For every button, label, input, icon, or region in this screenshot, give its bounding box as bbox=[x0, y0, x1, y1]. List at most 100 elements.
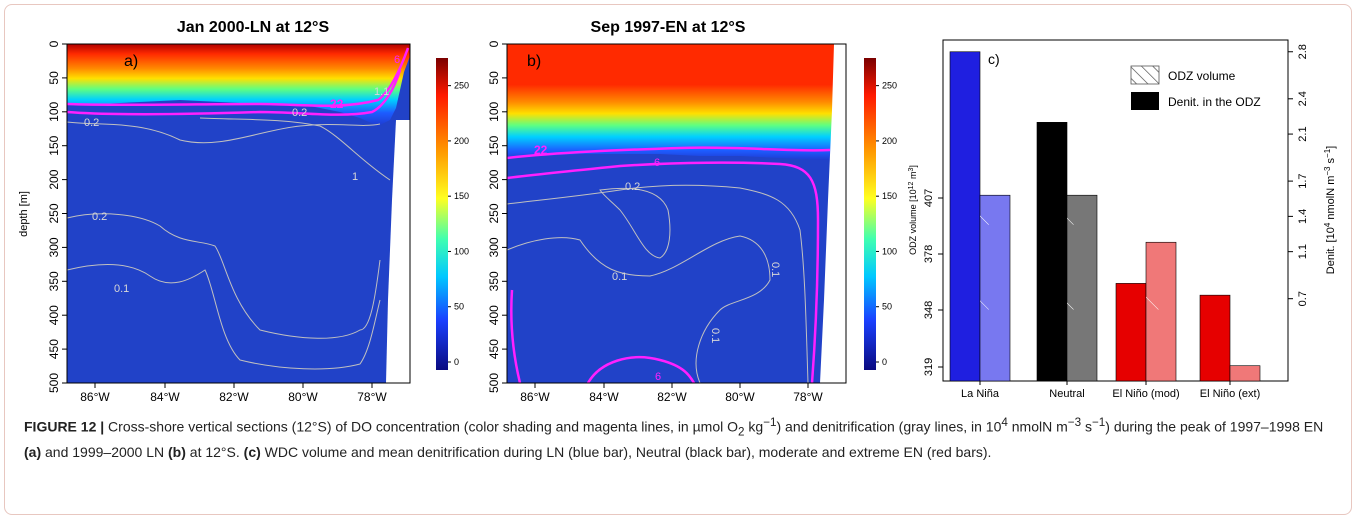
b-ytick-label: 450 bbox=[487, 339, 501, 359]
caption-sub: 2 bbox=[738, 425, 745, 439]
panel-b-y-axis: 0 50 100 150 200 250 300 350 400 450 500 bbox=[487, 40, 507, 393]
c-right-tick-label: 1.7 bbox=[1297, 173, 1309, 188]
panel-c-ylabel-left: ODZ volume [1012 m3] bbox=[908, 165, 918, 255]
caption-text: at 12°S. bbox=[185, 444, 244, 461]
caption-text: ) and denitrification (gray lines, in 10 bbox=[776, 418, 1002, 435]
panel-a-contour-label: 0.2 bbox=[92, 211, 107, 223]
caption-bold: (b) bbox=[168, 444, 186, 461]
legend-swatch-denit bbox=[1131, 92, 1159, 110]
a-xtick-label: 82°W bbox=[219, 390, 249, 404]
b-ytick-label: 100 bbox=[487, 101, 501, 121]
a-cbar-tick-label: 50 bbox=[454, 302, 464, 312]
a-ytick-label: 150 bbox=[47, 135, 61, 155]
bar-odz-volume-hatch bbox=[1067, 195, 1097, 381]
bar-denit bbox=[1199, 294, 1231, 382]
c-right-tick-label: 1.1 bbox=[1297, 244, 1309, 259]
panel-b-colorbar bbox=[864, 58, 876, 370]
c-right-tick-label: 2.4 bbox=[1297, 91, 1309, 106]
panel-b-tag: b) bbox=[527, 53, 541, 70]
caption-sup: −3 bbox=[1067, 416, 1082, 429]
b-ytick-label: 150 bbox=[487, 135, 501, 155]
panel-c-bars bbox=[949, 51, 1261, 382]
caption-sup: −1 bbox=[1091, 416, 1106, 429]
bar-odz-volume-hatch bbox=[1230, 365, 1260, 381]
a-ytick-label: 50 bbox=[47, 71, 61, 85]
panel-b-coast bbox=[820, 44, 846, 383]
panel-c-legend: ODZ volume Denit. in the ODZ bbox=[1130, 65, 1261, 110]
b-ytick-label: 250 bbox=[487, 203, 501, 223]
panel-a-contour-label-22: 22 bbox=[330, 97, 344, 111]
panel-b-contour-6-bottom bbox=[586, 356, 696, 384]
panel-a-contour-6 bbox=[66, 69, 402, 116]
c-category-label: Neutral bbox=[1049, 388, 1084, 400]
panel-b-colorbar-ticks: 250 200 150 100 50 0 bbox=[876, 81, 897, 367]
a-xtick-label: 78°W bbox=[357, 390, 387, 404]
bar-odz-volume-hatch bbox=[980, 195, 1010, 381]
a-ytick-label: 450 bbox=[47, 339, 61, 359]
b-xtick-label: 82°W bbox=[657, 390, 687, 404]
panel-a-contour-gray-4 bbox=[66, 264, 381, 370]
panel-a-contour-label: 1 bbox=[352, 171, 358, 183]
c-left-tick-label: 319 bbox=[923, 358, 935, 376]
panel-b-contour-label-22: 22 bbox=[534, 143, 548, 157]
b-cbar-tick-label: 150 bbox=[882, 191, 897, 201]
b-ytick-label: 0 bbox=[487, 40, 501, 47]
a-cbar-tick-label: 250 bbox=[454, 81, 469, 91]
caption-sup: −1 bbox=[763, 416, 777, 429]
panel-a-contour-label: 0.2 bbox=[292, 107, 307, 119]
panel-b-title: Sep 1997-EN at 12°S bbox=[591, 19, 746, 36]
c-left-tick-label: 378 bbox=[923, 245, 935, 263]
b-ytick-label: 350 bbox=[487, 271, 501, 291]
caption-text: s bbox=[1081, 418, 1092, 435]
panel-a-coast bbox=[386, 120, 410, 383]
b-cbar-tick-label: 0 bbox=[882, 357, 887, 367]
panel-a: Jan 2000-LN at 12°S 0.2 0.2 0.1 0.2 1 1.… bbox=[18, 19, 469, 404]
panel-c-right-axis: 0.7 1.1 1.4 1.7 2.1 2.4 2.8 bbox=[1288, 44, 1309, 306]
b-cbar-tick-label: 250 bbox=[882, 81, 897, 91]
a-ytick-label: 200 bbox=[47, 169, 61, 189]
panel-c-left-axis: 319 348 378 407 bbox=[923, 189, 943, 376]
caption-text: Cross-shore vertical sections (12°S) of … bbox=[104, 418, 739, 435]
panel-a-contour-label: 0.2 bbox=[84, 117, 99, 129]
a-cbar-tick-label: 100 bbox=[454, 246, 469, 256]
panel-a-contour-22 bbox=[66, 47, 410, 108]
a-cbar-tick-label: 0 bbox=[454, 357, 459, 367]
figure-panels: Jan 2000-LN at 12°S 0.2 0.2 0.1 0.2 1 1.… bbox=[18, 19, 1337, 404]
a-xtick-label: 84°W bbox=[150, 390, 180, 404]
a-ytick-label: 0 bbox=[47, 40, 61, 47]
b-xtick-label: 78°W bbox=[793, 390, 823, 404]
a-cbar-tick-label: 200 bbox=[454, 136, 469, 146]
b-ytick-label: 500 bbox=[487, 373, 501, 393]
panel-b-oxygenated-layer bbox=[507, 44, 834, 160]
panel-b-x-axis: 86°W 84°W 82°W 80°W 78°W bbox=[520, 383, 823, 404]
panel-a-x-axis: 86°W 84°W 82°W 80°W 78°W bbox=[80, 383, 387, 404]
panel-c-tag: c) bbox=[988, 51, 1000, 67]
panel-a-ylabel: depth [m] bbox=[18, 191, 30, 237]
b-cbar-tick-label: 100 bbox=[882, 246, 897, 256]
panel-a-contour-label-6: 6 bbox=[394, 54, 400, 66]
panel-a-colorbar-ticks: 250 200 150 100 50 0 bbox=[448, 81, 469, 367]
panel-b-contour-6 bbox=[506, 161, 820, 384]
caption-text: WDC volume and mean denitrification duri… bbox=[260, 444, 992, 461]
caption-text: ) during the peak of 1997–1998 EN bbox=[1105, 418, 1324, 435]
a-ytick-label: 350 bbox=[47, 271, 61, 291]
a-ytick-label: 500 bbox=[47, 373, 61, 393]
b-xtick-label: 80°W bbox=[725, 390, 755, 404]
b-xtick-label: 84°W bbox=[589, 390, 619, 404]
panel-a-tag: a) bbox=[124, 53, 138, 70]
b-ytick-label: 400 bbox=[487, 305, 501, 325]
panel-a-contour-gray-1 bbox=[66, 121, 381, 144]
panel-b-contour-gray-3 bbox=[506, 235, 771, 384]
panel-c: c) 319 348 378 407 0.7 1.1 1.4 1.7 2.1 2.4 2.8 La… bbox=[908, 39, 1337, 400]
b-xtick-label: 86°W bbox=[520, 390, 550, 404]
legend-label-denit: Denit. in the ODZ bbox=[1168, 95, 1261, 109]
b-cbar-tick-label: 50 bbox=[882, 302, 892, 312]
caption-text: nmolN m bbox=[1007, 418, 1068, 435]
panel-a-title: Jan 2000-LN at 12°S bbox=[177, 19, 330, 36]
panel-b-contour-label: 0.1 bbox=[709, 328, 721, 343]
figure-caption: FIGURE 12 | Cross-shore vertical section… bbox=[24, 412, 1339, 463]
c-left-tick-label: 348 bbox=[923, 301, 935, 319]
c-right-tick-label: 2.8 bbox=[1297, 44, 1309, 59]
panel-a-y-axis: 0 50 100 150 200 250 300 350 400 450 500 bbox=[47, 40, 67, 393]
